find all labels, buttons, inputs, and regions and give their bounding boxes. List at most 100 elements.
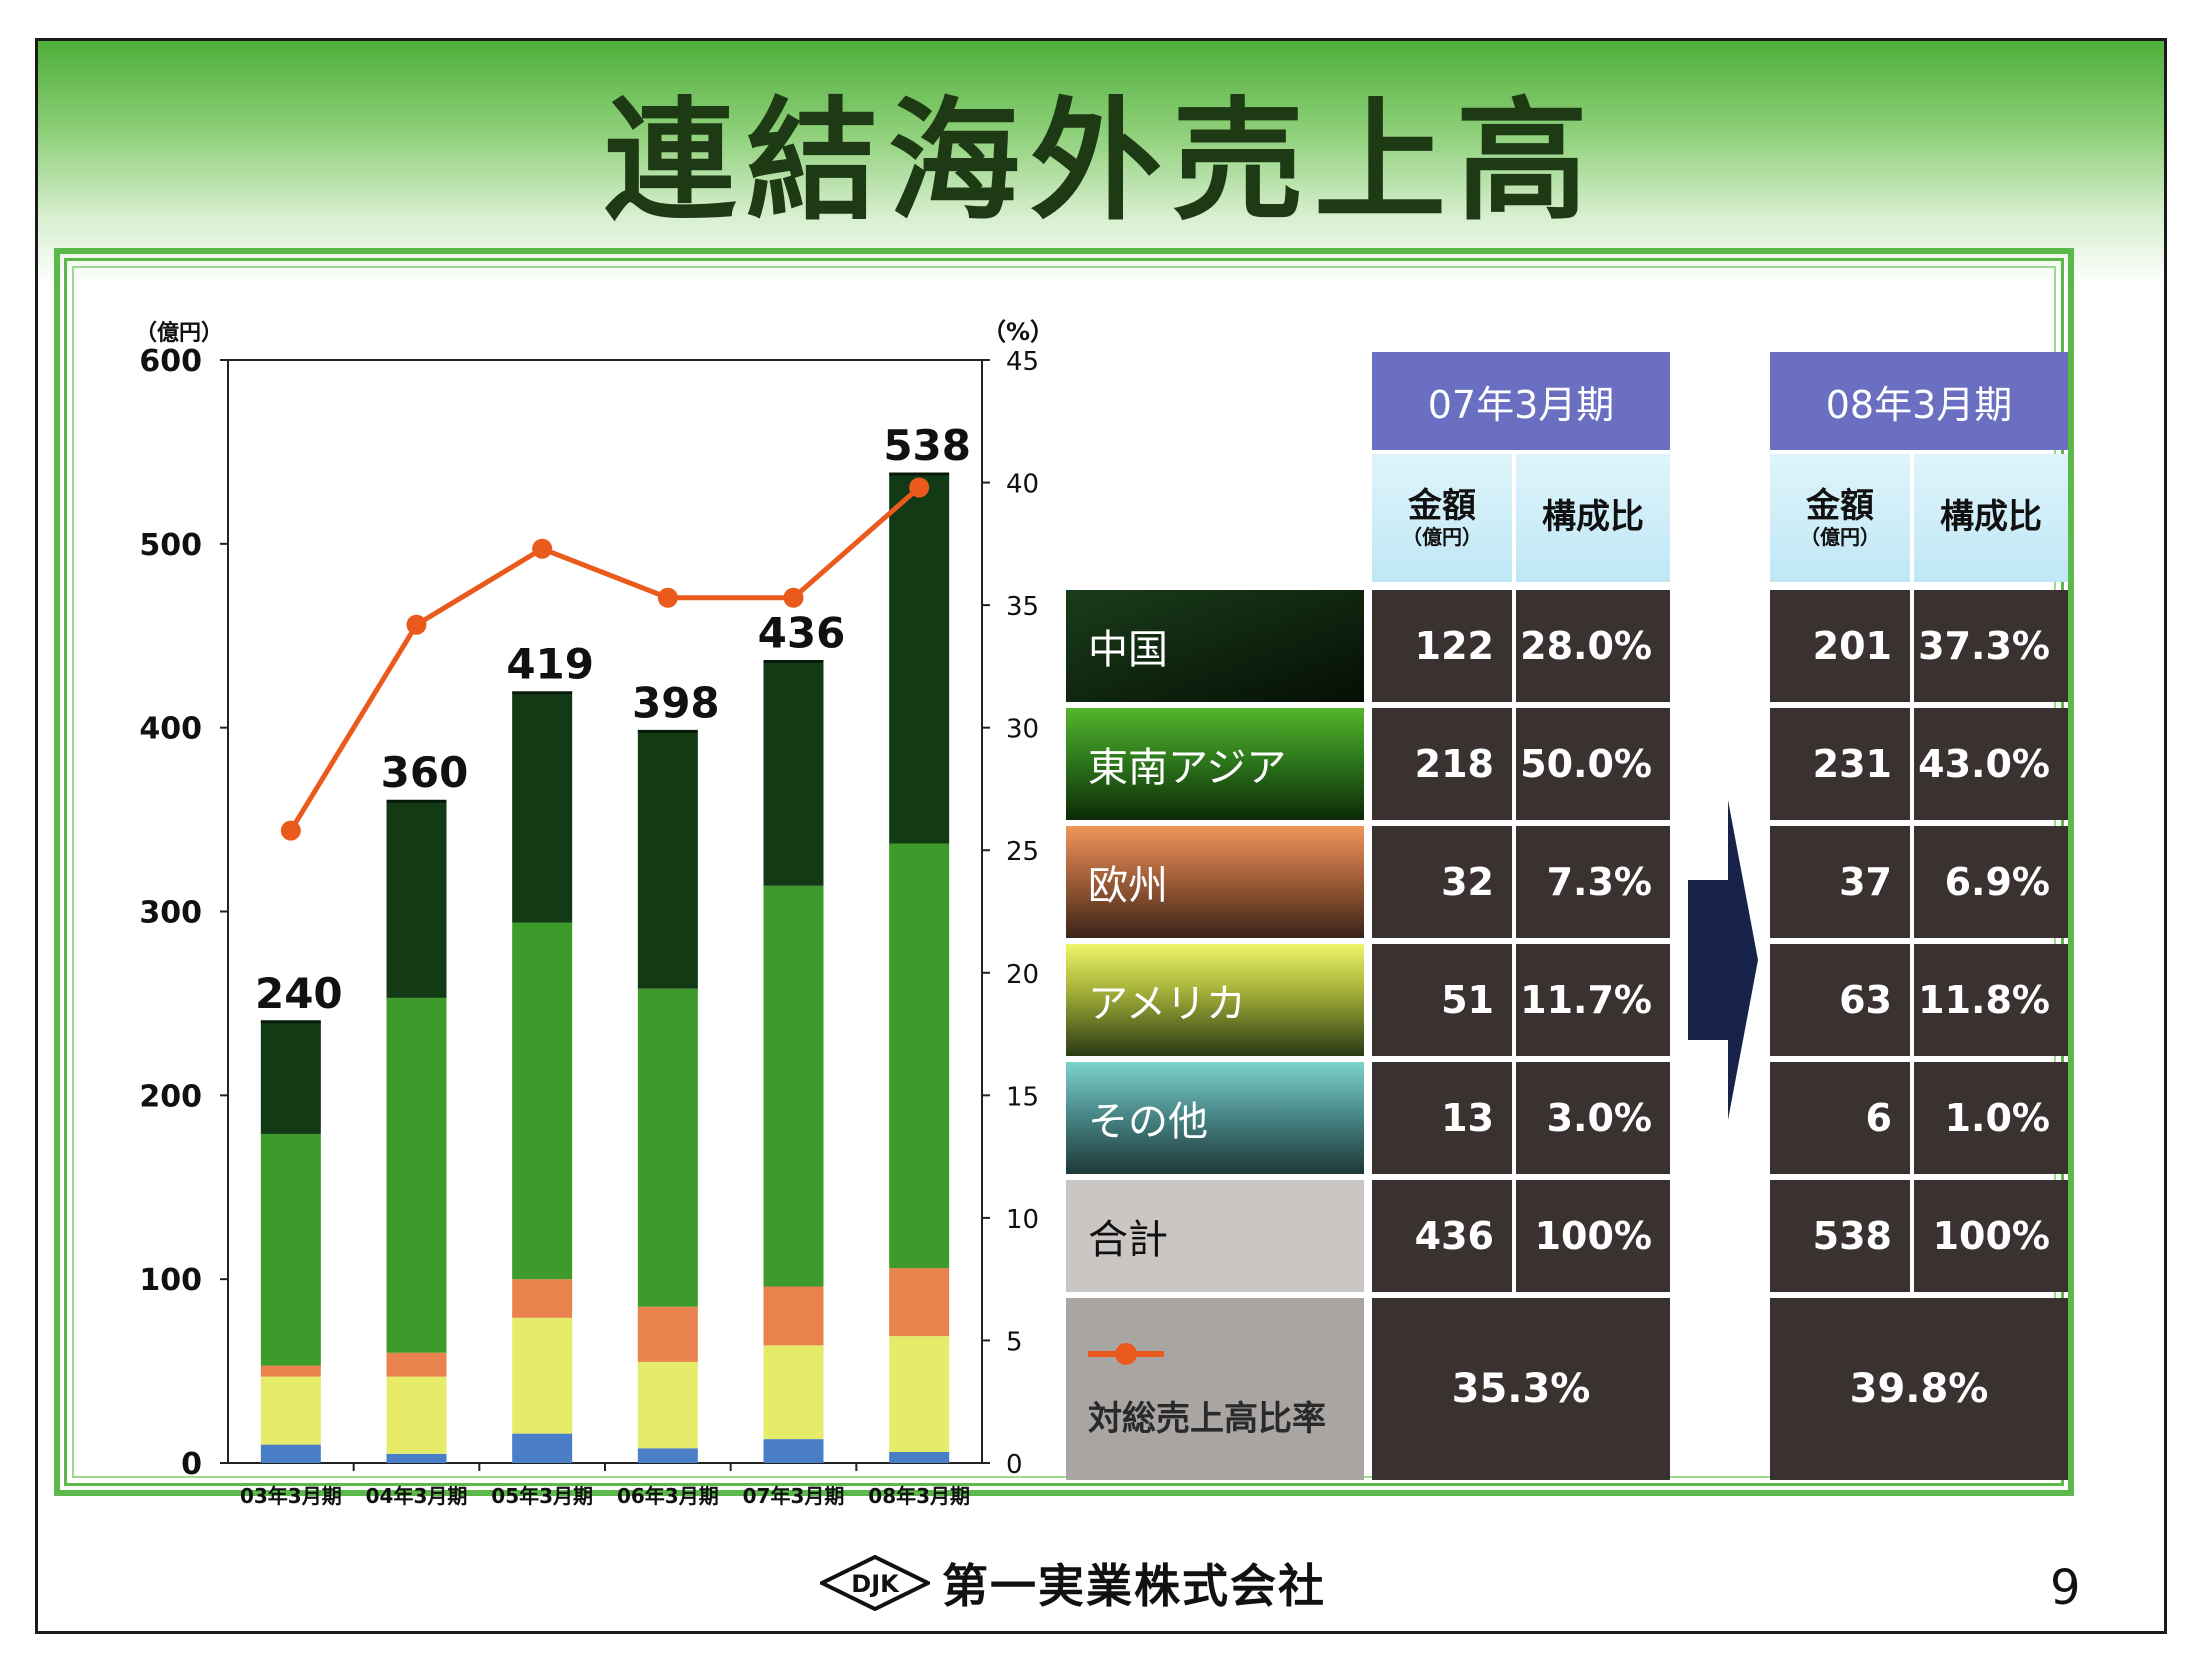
ratio-07: 35.3% [1372,1298,1670,1480]
ratio-header-label: 構成比 [1542,497,1644,538]
amount-header-label: 金額 [1806,486,1874,527]
row-label-southeast-asia: 東南アジア [1066,708,1364,820]
amount-header-unit: （億円） [1800,524,1880,549]
bar-total-label: 538 [883,421,971,470]
ratio-07-china: 28.0% [1516,590,1670,702]
ratio-line [288,485,921,832]
x-tick-label: 07年3月期 [743,1484,845,1508]
ratio-point [657,587,678,608]
bar-segment [889,1451,950,1463]
amount-08-america: 63 [1770,944,1910,1056]
bar-segment [260,1133,321,1366]
ratio-07-europe: 7.3% [1516,826,1670,938]
right-tick-label: 30 [1006,715,1039,745]
ratio-08-other: 1.0% [1914,1062,2068,1174]
ratio-07-total: 100% [1516,1180,1670,1292]
right-axis-unit: （%） [982,318,1054,346]
bar-segment [889,1268,950,1337]
bar-segment [260,1444,321,1463]
period-header-07: 07年3月期 [1372,352,1670,450]
bar-segment [512,1433,573,1463]
bar-segment [512,1279,573,1318]
right-tick-label: 10 [1006,1205,1039,1235]
bar-total-label: 436 [758,608,846,657]
header-band [38,41,2164,286]
right-tick-label: 40 [1006,470,1039,500]
right-tick-label: 20 [1006,960,1039,990]
left-axis-unit: （億円） [135,320,223,346]
x-tick-label: 05年3月期 [491,1484,593,1508]
left-tick-label: 500 [139,528,202,563]
overseas-sales-chart: （億円） （%） 0 100 200 300 400 500 600 0 5 10 15 20 25 30… [135,318,1054,1508]
amount-08-china: 201 [1770,590,1910,702]
amount-07-total: 436 [1372,1180,1512,1292]
ratio-row-label: 対総売上高比率 [1088,1398,1326,1439]
amount-header-label: 金額 [1408,486,1476,527]
ratio-point [783,587,804,608]
right-tick-label: 0 [1006,1450,1023,1480]
right-tick-label: 5 [1006,1327,1023,1357]
logo-text: DJK [851,1570,900,1598]
ratio-07-other: 3.0% [1516,1062,1670,1174]
ratio-point [280,820,301,841]
bar-segment [260,1365,321,1377]
arrow-right-icon [1688,800,1758,1120]
bar-segment [637,1306,698,1362]
amount-header-unit: （億円） [1402,524,1482,549]
bar-segment [637,731,698,989]
amount-08-europe: 37 [1770,826,1910,938]
company-name: 第一実業株式会社 [942,1559,1326,1613]
ratio-header-08: 構成比 [1914,454,2068,582]
bar-segment [260,1376,321,1445]
ratio-08-europe: 6.9% [1914,826,2068,938]
left-tick-label: 200 [139,1079,202,1114]
plot-frame [227,359,983,1464]
bar-segment [763,1439,824,1463]
bar-segment [889,1336,950,1452]
content-frame [54,248,2074,1496]
ratio-08-america: 11.8% [1914,944,2068,1056]
bar-segment [386,1453,447,1463]
row-label-ratio: 対総売上高比率 [1066,1298,1364,1480]
row-label-europe: 欧州 [1066,826,1364,938]
bar-segment [386,1352,447,1377]
ratio-07-america: 11.7% [1516,944,1670,1056]
amount-header-08: 金額 （億円） [1770,454,1910,582]
row-label-china: 中国 [1066,590,1364,702]
left-tick-label: 0 [181,1447,202,1482]
bar-segment [763,1286,824,1346]
x-tick-label: 03年3月期 [240,1484,342,1508]
bar-segment [637,1448,698,1463]
company-logo-icon: DJK [820,1555,930,1611]
amount-07-europe: 32 [1372,826,1512,938]
bar-segment [386,997,447,1353]
bar-total-label: 419 [506,640,594,689]
ratio-header-07: 構成比 [1516,454,1670,582]
ratio-point [532,538,553,559]
bar-segment [512,922,573,1280]
amount-07-southeast-asia: 218 [1372,708,1512,820]
bar-total-label: 240 [255,969,343,1018]
x-tick-label: 06年3月期 [617,1484,719,1508]
ratio-08-southeast-asia: 43.0% [1914,708,2068,820]
bar-segment [637,988,698,1307]
bar-total-label: 398 [632,678,720,727]
page-number: 9 [2050,1560,2081,1616]
bar-segment [763,885,824,1287]
amount-08-southeast-asia: 231 [1770,708,1910,820]
ratio-08-china: 37.3% [1914,590,2068,702]
bar-segment [889,843,950,1269]
right-tick-label: 25 [1006,837,1039,867]
bar-segment [386,801,447,998]
right-tick-label: 45 [1006,347,1039,377]
bar-segment [637,1361,698,1449]
bar-total-label: 360 [381,748,469,797]
left-tick-label: 300 [139,896,202,931]
row-label-america: アメリカ [1066,944,1364,1056]
period-header-08: 08年3月期 [1770,352,2068,450]
x-tick-label: 04年3月期 [366,1484,468,1508]
bar-segment [512,1317,573,1434]
amount-07-america: 51 [1372,944,1512,1056]
bar-segment [763,1345,824,1440]
bar-segment [763,661,824,886]
